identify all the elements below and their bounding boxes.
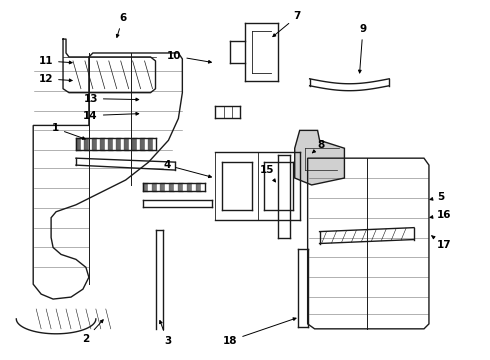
Polygon shape <box>121 138 123 150</box>
Text: 18: 18 <box>223 318 296 346</box>
Text: 15: 15 <box>259 165 275 182</box>
Polygon shape <box>201 183 205 191</box>
Polygon shape <box>113 138 116 150</box>
Text: 16: 16 <box>430 210 451 220</box>
Text: 3: 3 <box>160 320 171 346</box>
Polygon shape <box>76 138 81 150</box>
Polygon shape <box>294 130 344 185</box>
Polygon shape <box>97 138 100 150</box>
Polygon shape <box>170 183 174 191</box>
Polygon shape <box>100 138 105 150</box>
Text: 17: 17 <box>432 236 451 251</box>
Text: 1: 1 <box>52 123 85 139</box>
Polygon shape <box>140 138 145 150</box>
Text: 12: 12 <box>39 74 72 84</box>
Polygon shape <box>196 183 201 191</box>
Text: 13: 13 <box>83 94 139 104</box>
Polygon shape <box>129 138 132 150</box>
Polygon shape <box>116 138 121 150</box>
Polygon shape <box>178 183 183 191</box>
Polygon shape <box>151 183 156 191</box>
Text: 6: 6 <box>116 13 126 37</box>
Polygon shape <box>143 183 147 191</box>
Polygon shape <box>174 183 178 191</box>
Polygon shape <box>161 183 166 191</box>
Text: 5: 5 <box>430 192 444 202</box>
Polygon shape <box>147 138 152 150</box>
Polygon shape <box>192 183 196 191</box>
Polygon shape <box>166 183 170 191</box>
Polygon shape <box>89 138 92 150</box>
Polygon shape <box>108 138 113 150</box>
Text: 2: 2 <box>82 320 103 344</box>
Polygon shape <box>84 138 89 150</box>
Text: 4: 4 <box>163 160 212 177</box>
Polygon shape <box>137 138 140 150</box>
Polygon shape <box>183 183 187 191</box>
Text: 7: 7 <box>273 11 301 37</box>
Polygon shape <box>123 138 129 150</box>
Text: 14: 14 <box>83 111 139 121</box>
Text: 11: 11 <box>39 56 72 66</box>
Text: 9: 9 <box>359 24 367 73</box>
Polygon shape <box>147 183 151 191</box>
Polygon shape <box>132 138 137 150</box>
Polygon shape <box>105 138 108 150</box>
Polygon shape <box>187 183 192 191</box>
Polygon shape <box>145 138 147 150</box>
Polygon shape <box>156 183 161 191</box>
Polygon shape <box>81 138 84 150</box>
Text: 8: 8 <box>313 140 325 153</box>
Polygon shape <box>92 138 97 150</box>
Text: 10: 10 <box>167 51 211 63</box>
Polygon shape <box>152 138 155 150</box>
